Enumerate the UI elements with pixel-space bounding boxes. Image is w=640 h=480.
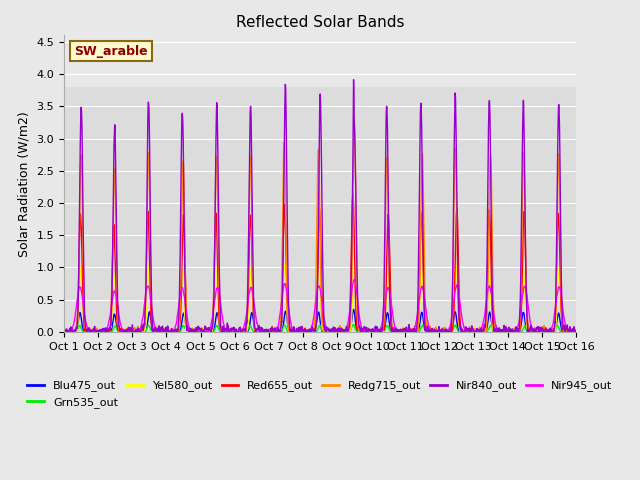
Line: Red655_out: Red655_out — [64, 194, 576, 332]
Redg715_out — [203, 328, 211, 334]
Yel580_out — [351, 255, 358, 261]
Nir840_out — [203, 327, 211, 333]
Yel580_out — [60, 329, 68, 335]
Nir945_out — [572, 329, 580, 335]
Redg715_out — [335, 325, 342, 331]
Blu475_out — [349, 307, 357, 312]
Grn535_out — [346, 328, 354, 334]
Title: Reflected Solar Bands: Reflected Solar Bands — [236, 15, 404, 30]
Red655_out — [468, 326, 476, 332]
Yel580_out — [273, 329, 281, 335]
Blu475_out — [572, 329, 580, 335]
Blu475_out — [346, 328, 354, 334]
Grn535_out — [60, 329, 68, 335]
Yel580_out — [469, 328, 477, 334]
Nir945_out — [541, 329, 549, 335]
Nir840_out — [541, 326, 549, 332]
Grn535_out — [527, 329, 535, 335]
Red655_out — [541, 328, 549, 334]
Nir840_out — [60, 324, 68, 330]
Redg715_out — [346, 323, 354, 328]
Redg715_out — [65, 329, 73, 335]
Red655_out — [335, 329, 342, 335]
Redg715_out — [572, 329, 580, 335]
Nir840_out — [469, 326, 477, 332]
Redg715_out — [469, 329, 477, 335]
Grn535_out — [541, 329, 549, 335]
Yel580_out — [346, 327, 354, 333]
Text: SW_arable: SW_arable — [74, 45, 148, 58]
Redg715_out — [527, 329, 535, 335]
Line: Blu475_out: Blu475_out — [64, 310, 576, 332]
Red655_out — [572, 328, 580, 334]
Yel580_out — [541, 329, 549, 335]
Red655_out — [527, 327, 535, 333]
Nir840_out — [335, 326, 342, 332]
Line: Yel580_out: Yel580_out — [64, 258, 576, 332]
Yel580_out — [203, 329, 211, 335]
Yel580_out — [572, 328, 580, 334]
Blu475_out — [60, 329, 68, 335]
Yel580_out — [527, 329, 535, 335]
Red655_out — [203, 328, 211, 334]
Grn535_out — [138, 329, 146, 335]
Line: Nir840_out: Nir840_out — [64, 80, 576, 332]
Blu475_out — [541, 329, 549, 335]
Redg715_out — [541, 328, 549, 334]
Nir945_out — [335, 329, 342, 335]
Red655_out — [346, 318, 353, 324]
Nir840_out — [346, 317, 354, 323]
Blu475_out — [335, 329, 342, 335]
Line: Redg715_out: Redg715_out — [64, 120, 576, 332]
Grn535_out — [572, 329, 580, 335]
Line: Grn535_out: Grn535_out — [64, 324, 576, 332]
Bar — [64, 36, 576, 87]
Grn535_out — [469, 329, 477, 335]
Redg715_out — [351, 117, 358, 123]
Blu475_out — [333, 329, 341, 335]
Nir840_out — [102, 329, 110, 335]
Grn535_out — [335, 329, 342, 335]
Yel580_out — [335, 329, 342, 335]
Nir945_out — [468, 329, 476, 335]
Nir945_out — [346, 309, 353, 315]
Blu475_out — [469, 329, 477, 335]
Redg715_out — [60, 326, 68, 332]
Nir945_out — [60, 329, 68, 335]
Nir945_out — [527, 324, 535, 329]
Nir840_out — [527, 324, 535, 329]
Red655_out — [571, 329, 579, 335]
Nir840_out — [572, 329, 580, 335]
Nir945_out — [497, 329, 505, 335]
Y-axis label: Solar Radiation (W/m2): Solar Radiation (W/m2) — [18, 111, 31, 256]
Blu475_out — [527, 329, 535, 335]
Red655_out — [60, 328, 68, 334]
Nir840_out — [349, 77, 357, 83]
Red655_out — [349, 192, 356, 197]
Grn535_out — [349, 322, 357, 327]
Blu475_out — [203, 329, 211, 335]
Grn535_out — [203, 329, 211, 335]
Nir945_out — [203, 328, 211, 334]
Line: Nir945_out: Nir945_out — [64, 279, 576, 332]
Nir945_out — [351, 276, 358, 282]
Legend: Blu475_out, Grn535_out, Yel580_out, Red655_out, Redg715_out, Nir840_out, Nir945_: Blu475_out, Grn535_out, Yel580_out, Red6… — [23, 376, 617, 412]
